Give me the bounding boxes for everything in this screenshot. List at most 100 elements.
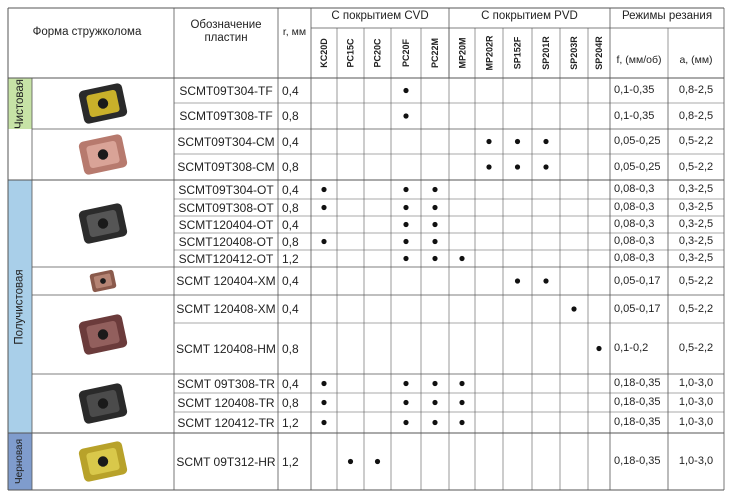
availability-dot (403, 187, 408, 192)
depth-range: 0,3-2,5 (668, 180, 724, 199)
depth-range: 0,5-2,2 (668, 267, 724, 295)
availability-dot (403, 381, 408, 386)
availability-dot (543, 164, 548, 169)
availability-dot (432, 420, 437, 425)
insert-designation: SCMT09T304-CM (174, 129, 278, 154)
group-label-text: Чистовая (14, 79, 26, 129)
grade-label-text: MP20M (457, 37, 467, 68)
feed-range: 0,05-0,17 (610, 295, 668, 323)
insert-designation: SCMT 120408-TR (174, 393, 278, 412)
feed-range: 0,08-0,3 (610, 216, 668, 233)
availability-dot (596, 346, 601, 351)
insert-designation: SCMT09T308-OT (174, 199, 278, 216)
insert-radius: 0,8 (278, 393, 311, 412)
grade-label-pc22m: PC22M (421, 30, 449, 76)
depth-range: 1,0-3,0 (668, 374, 724, 393)
depth-range: 0,5-2,2 (668, 295, 724, 323)
feed-range: 0,05-0,25 (610, 154, 668, 180)
group-label: Чистовая (8, 78, 32, 129)
feed-range: 0,1-0,2 (610, 323, 668, 374)
grade-label-pc15c: PC15C (337, 30, 364, 76)
grade-label-kc20d: KC20D (311, 30, 337, 76)
depth-range: 0,5-2,2 (668, 323, 724, 374)
group-label: Получистовая (8, 180, 32, 433)
grade-label-sp152f: SP152F (503, 30, 532, 76)
insert-image (78, 133, 128, 175)
grade-label-text: PC20F (401, 39, 411, 67)
insert-image (78, 313, 128, 355)
feed-range: 0,08-0,3 (610, 233, 668, 250)
grade-label-text: SP201R (541, 36, 551, 70)
grade-label-text: MP202R (484, 35, 494, 70)
depth-range: 1,0-3,0 (668, 433, 724, 490)
depth-range: 0,3-2,5 (668, 250, 724, 267)
availability-dot (515, 278, 520, 283)
header-form: Форма стружколома (0, 22, 174, 42)
feed-range: 0,1-0,35 (610, 78, 668, 103)
group-label-text: Получистовая (14, 269, 26, 344)
insert-designation: SCMT09T308-CM (174, 154, 278, 180)
insert-radius: 0,4 (278, 180, 311, 199)
availability-dot (403, 205, 408, 210)
insert-radius: 1,2 (278, 250, 311, 267)
availability-dot (459, 420, 464, 425)
group-label: Черновая (8, 433, 32, 490)
grade-label-text: KC20D (319, 38, 329, 68)
insert-designation: SCMT 120404-XM (174, 267, 278, 295)
insert-radius: 0,8 (278, 233, 311, 250)
availability-dot (459, 400, 464, 405)
grade-label-text: PC22M (430, 38, 440, 68)
insert-hole (98, 329, 108, 339)
insert-hole (98, 218, 108, 228)
feed-range: 0,08-0,3 (610, 180, 668, 199)
insert-hole (98, 456, 108, 466)
feed-range: 0,08-0,3 (610, 199, 668, 216)
insert-designation: SCMT 120408-XM (174, 295, 278, 323)
grade-label-sp204r: SP204R (588, 30, 610, 76)
depth-range: 0,3-2,5 (668, 216, 724, 233)
availability-dot (432, 381, 437, 386)
grade-label-pc20c: PC20C (364, 30, 391, 76)
feed-range: 0,1-0,35 (610, 103, 668, 129)
grade-label-pc20f: PC20F (391, 30, 421, 76)
insert-image (78, 82, 128, 124)
availability-dot (321, 187, 326, 192)
availability-dot (515, 139, 520, 144)
insert-designation: SCMT09T304-TF (174, 78, 278, 103)
insert-hole (98, 98, 108, 108)
availability-dot (432, 400, 437, 405)
feed-range: 0,05-0,25 (610, 129, 668, 154)
insert-radius: 1,2 (278, 412, 311, 433)
header-modes: Режимы резания (610, 6, 724, 26)
availability-dot (403, 88, 408, 93)
insert-radius: 0,8 (278, 103, 311, 129)
depth-range: 0,5-2,2 (668, 129, 724, 154)
availability-dot (432, 256, 437, 261)
insert-designation: SCMT 120412-TR (174, 412, 278, 433)
grade-label-text: PC20C (373, 38, 383, 67)
header-cvd: С покрытием CVD (311, 6, 449, 26)
insert-radius: 1,2 (278, 433, 311, 490)
availability-dot (321, 400, 326, 405)
insert-radius: 0,4 (278, 129, 311, 154)
group-label-text: Черновая (15, 439, 26, 484)
insert-radius: 0,4 (278, 216, 311, 233)
insert-designation: SCMT09T308-TF (174, 103, 278, 129)
grade-label-sp201r: SP201R (532, 30, 560, 76)
grade-label-text: SP152F (513, 37, 523, 70)
availability-dot (432, 239, 437, 244)
header-depth: a, (мм) (668, 52, 724, 68)
availability-dot (403, 400, 408, 405)
availability-dot (348, 459, 353, 464)
availability-dot (403, 113, 408, 118)
feed-range: 0,05-0,17 (610, 267, 668, 295)
availability-dot (432, 187, 437, 192)
depth-range: 1,0-3,0 (668, 412, 724, 433)
header-pvd: С покрытием PVD (449, 6, 610, 26)
availability-dot (486, 139, 491, 144)
availability-dot (432, 205, 437, 210)
availability-dot (375, 459, 380, 464)
grade-label-text: SP204R (594, 36, 604, 70)
availability-dot (543, 278, 548, 283)
availability-dot (403, 239, 408, 244)
